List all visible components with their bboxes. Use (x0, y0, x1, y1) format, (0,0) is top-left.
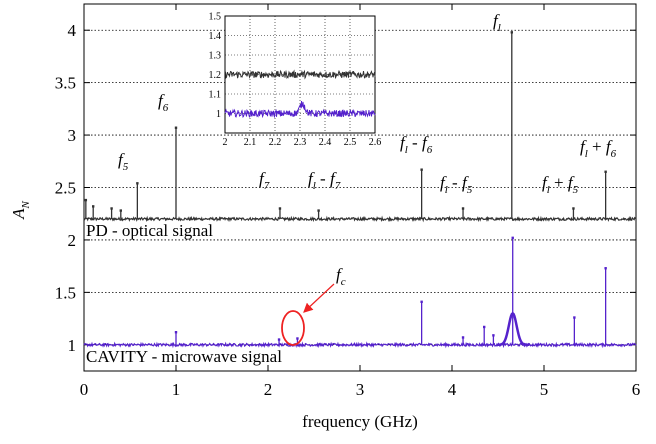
inset-y-tick-label-1.2: 1.2 (209, 70, 222, 81)
series-1-peak-point-9 (604, 267, 607, 270)
inset-y-tick-label-1.1: 1.1 (209, 90, 222, 101)
series-1-peak-point-5 (483, 325, 486, 329)
inset-x-tick-label-2.6: 2.6 (369, 137, 382, 148)
y-tick-label-2.5: 2.5 (55, 179, 76, 198)
inset-y-tick-label-1.4: 1.4 (209, 31, 222, 42)
cavity-resonance-shoulder (496, 311, 530, 347)
inset-series-trace-1 (224, 101, 376, 119)
inset-series-trace-0 (224, 69, 376, 80)
x-tick-label-6: 6 (632, 380, 641, 399)
y-axis-ticks: 1 1.5 2 2.5 3 3.5 4 (55, 21, 636, 355)
series-0-peak-point-3 (119, 209, 122, 212)
cavity-signal-label: CAVITY - microwave signal (86, 347, 282, 366)
annotation-fl-plus-f5: fl + f5 (542, 173, 579, 196)
y-tick-label-1: 1 (68, 336, 77, 355)
inset-y-tick-label-1.3: 1.3 (209, 51, 222, 62)
x-tick-label-1: 1 (172, 380, 181, 399)
series-1-peak-point-6 (492, 334, 495, 337)
x-tick-label-5: 5 (540, 380, 549, 399)
y-tick-label-3.5: 3.5 (55, 74, 76, 93)
y-axis-label: AN (9, 200, 32, 219)
annotation-f6: f6 (158, 91, 169, 114)
x-axis-label: frequency (GHz) (302, 412, 418, 431)
annotation-f7: f7 (259, 169, 270, 192)
pd-signal-label: PD - optical signal (86, 221, 213, 240)
series-1-peak-point-8 (573, 316, 576, 319)
annotation-fl: fl (493, 11, 501, 34)
inset-x-tick-label-2.4: 2.4 (319, 137, 332, 148)
series-0-peak-point-11 (572, 207, 575, 210)
inset-x-tick-label-2.1: 2.1 (244, 137, 257, 148)
series-0-peak-point-12 (604, 170, 607, 173)
annotation-fl-minus-f5: fl - f5 (440, 173, 473, 196)
series-0-peak-point-7 (317, 209, 320, 212)
inset-chart: 2 2.1 2.2 2.3 2.4 2.5 2.6 1 1.1 1.2 1.3 1.4 1.5 (209, 12, 382, 149)
fc-arrow (303, 283, 335, 313)
inset-x-tick-label-2: 2 (223, 137, 228, 148)
series-0-peak-point-10 (510, 31, 513, 34)
annotation-fc: fc (336, 265, 346, 288)
x-tick-label-4: 4 (448, 380, 457, 399)
series-group (83, 31, 637, 349)
series-1-peak-point-7 (511, 236, 514, 240)
series-1-peak-point-2 (296, 337, 299, 340)
annotation-fl-minus-f6: fl - f6 (400, 133, 433, 156)
y-tick-label-1.5: 1.5 (55, 283, 76, 302)
series-0-peak-point-8 (420, 168, 423, 171)
inset-x-tick-label-2.5: 2.5 (344, 137, 357, 148)
series-0-peak-point-9 (461, 207, 465, 210)
fc-highlight-ellipse (281, 310, 305, 346)
y-tick-label-4: 4 (68, 21, 77, 40)
y-tick-label-2: 2 (68, 231, 77, 250)
inset-y-tick-label-1: 1 (216, 109, 221, 120)
inset-y-tick-label-1.5: 1.5 (209, 12, 222, 23)
series-0-peak-point-2 (110, 207, 113, 210)
series-1-peak-point-1 (277, 338, 281, 341)
series-1-peak-point-4 (461, 336, 465, 339)
x-tick-label-3: 3 (356, 380, 365, 399)
series-0-peak-point-1 (92, 205, 95, 208)
series-trace-1 (83, 341, 637, 349)
series-0-peak-point-0 (84, 198, 88, 202)
series-1-peak-point-3 (420, 300, 423, 303)
series-0-peak-point-5 (174, 126, 178, 129)
annotation-f5: f5 (118, 150, 129, 173)
annotation-fl-plus-f6: fl + f6 (580, 137, 617, 160)
inset-x-tick-label-2.3: 2.3 (294, 137, 307, 148)
x-tick-label-0: 0 (80, 380, 89, 399)
x-tick-label-2: 2 (264, 380, 273, 399)
y-tick-label-3: 3 (68, 126, 77, 145)
inset-x-tick-label-2.2: 2.2 (269, 137, 282, 148)
annotation-fl-minus-f7: fl - f7 (308, 169, 341, 192)
series-trace-0 (83, 215, 637, 223)
series-0-peak-point-6 (278, 207, 282, 210)
x-axis-ticks: 0 1 2 3 4 5 6 (80, 4, 641, 399)
series-1-peak-point-0 (174, 331, 178, 334)
series-0-peak-point-4 (136, 182, 139, 185)
